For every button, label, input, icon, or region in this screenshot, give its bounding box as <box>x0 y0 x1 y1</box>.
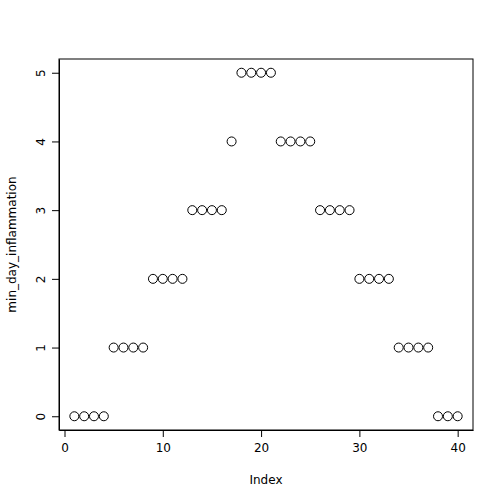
y-tick-mark <box>52 416 59 417</box>
point <box>266 68 275 77</box>
point <box>257 68 266 77</box>
point <box>109 343 118 352</box>
point <box>296 137 305 146</box>
x-tick: 0 <box>61 430 69 455</box>
y-tick-label: 2 <box>34 276 48 284</box>
y-axis-title: min_day_inflammation <box>5 176 19 312</box>
point <box>394 343 403 352</box>
y-tick: 2 <box>34 276 59 284</box>
point <box>335 206 344 215</box>
point <box>129 343 138 352</box>
point <box>188 206 197 215</box>
y-tick-label: 5 <box>34 69 48 77</box>
y-tick-mark <box>52 279 59 280</box>
x-tick-mark <box>359 430 360 437</box>
point <box>414 343 423 352</box>
y-axis: 0 1 2 3 4 5 <box>34 60 60 431</box>
point <box>384 274 393 283</box>
x-tick-label: 20 <box>254 441 269 455</box>
x-tick-mark <box>65 430 66 437</box>
point <box>325 206 334 215</box>
point <box>345 206 354 215</box>
point <box>316 206 325 215</box>
y-tick: 1 <box>34 344 59 352</box>
y-tick-mark <box>52 73 59 74</box>
x-tick-mark <box>458 430 459 437</box>
x-tick: 30 <box>352 430 367 455</box>
y-tick: 4 <box>34 138 59 146</box>
point <box>276 137 285 146</box>
plot-frame <box>59 59 473 430</box>
y-tick-label: 3 <box>34 207 48 215</box>
point <box>247 68 256 77</box>
point <box>286 137 295 146</box>
x-tick: 40 <box>451 430 466 455</box>
x-tick-label: 0 <box>61 441 69 455</box>
point <box>168 274 177 283</box>
x-tick-label: 30 <box>352 441 367 455</box>
points <box>70 68 462 421</box>
point <box>227 137 236 146</box>
point <box>148 274 157 283</box>
point <box>355 274 364 283</box>
y-tick: 0 <box>34 413 59 421</box>
x-tick: 10 <box>156 430 171 455</box>
point <box>434 412 443 421</box>
y-tick-label: 0 <box>34 413 48 421</box>
y-tick: 3 <box>34 207 59 215</box>
point <box>424 343 433 352</box>
point <box>306 137 315 146</box>
y-tick-mark <box>52 210 59 211</box>
x-tick-label: 10 <box>156 441 171 455</box>
point <box>207 206 216 215</box>
point <box>178 274 187 283</box>
x-axis-title: Index <box>249 473 282 487</box>
y-tick-label: 4 <box>34 138 48 146</box>
y-tick-mark <box>52 348 59 349</box>
point <box>99 412 108 421</box>
point <box>404 343 413 352</box>
point <box>158 274 167 283</box>
point <box>80 412 89 421</box>
point <box>443 412 452 421</box>
point <box>365 274 374 283</box>
point <box>89 412 98 421</box>
point <box>139 343 148 352</box>
point <box>217 206 226 215</box>
y-tick-label: 1 <box>34 344 48 352</box>
point <box>119 343 128 352</box>
point <box>70 412 79 421</box>
x-tick-mark <box>163 430 164 437</box>
point <box>198 206 207 215</box>
y-tick: 5 <box>34 69 59 77</box>
point <box>375 274 384 283</box>
x-tick: 20 <box>254 430 269 455</box>
point <box>453 412 462 421</box>
x-axis: 0 10 20 30 40 <box>60 430 474 455</box>
y-tick-mark <box>52 141 59 142</box>
chart: 0 10 20 30 40 0 1 2 3 4 5 Index min_day_inflammation <box>0 0 504 504</box>
x-tick-mark <box>261 430 262 437</box>
x-tick-label: 40 <box>451 441 466 455</box>
point <box>237 68 246 77</box>
